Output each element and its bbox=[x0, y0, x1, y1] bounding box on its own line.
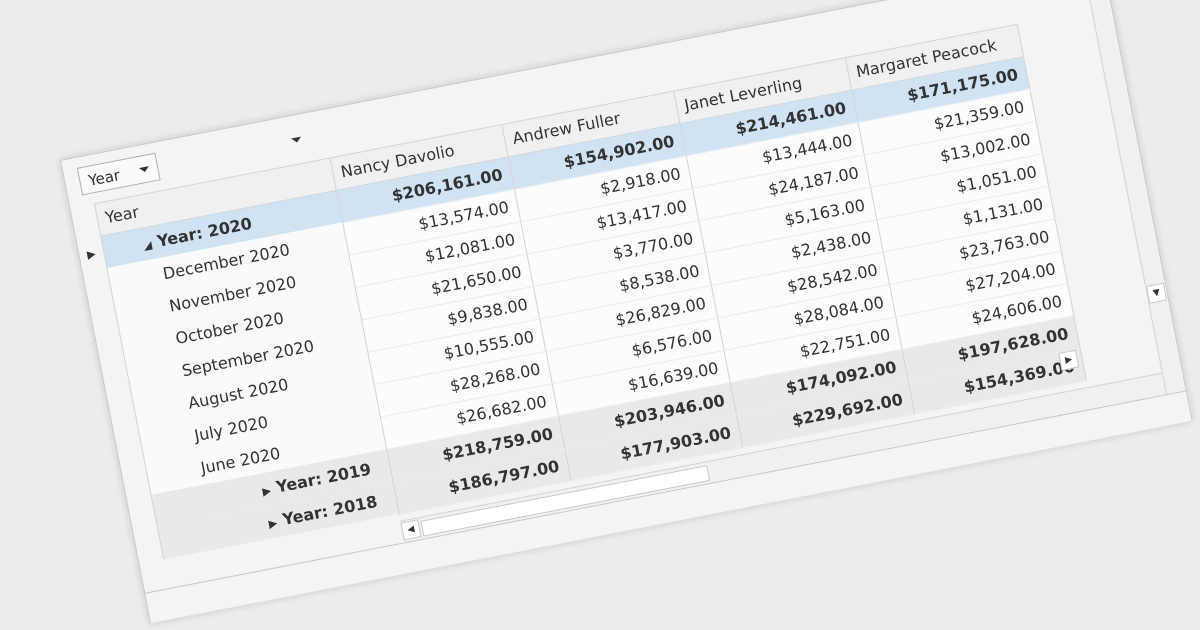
table-body: Year Year Nancy Davolio Andrew Fuller Janet … bbox=[61, 0, 1086, 565]
expand-toggle[interactable]: ▶ bbox=[267, 516, 279, 531]
dropdown-arrow[interactable] bbox=[291, 136, 303, 149]
pivot-grid: Year Year Nancy Davolio Andrew Fuller Janet … bbox=[60, 0, 1193, 624]
filter-dropdown[interactable]: Year bbox=[76, 152, 161, 196]
filter-label: Year bbox=[86, 166, 122, 190]
expand-toggle[interactable]: ◢ bbox=[142, 238, 154, 253]
pivot-table: Year Year Nancy Davolio Andrew Fuller Janet … bbox=[61, 0, 1086, 565]
expand-toggle[interactable]: ▶ bbox=[261, 483, 273, 499]
scroll-right[interactable]: ▶ bbox=[1058, 349, 1080, 371]
scroll-left[interactable]: ◀ bbox=[400, 519, 422, 541]
scroll-down[interactable]: ▼ bbox=[1146, 282, 1168, 304]
